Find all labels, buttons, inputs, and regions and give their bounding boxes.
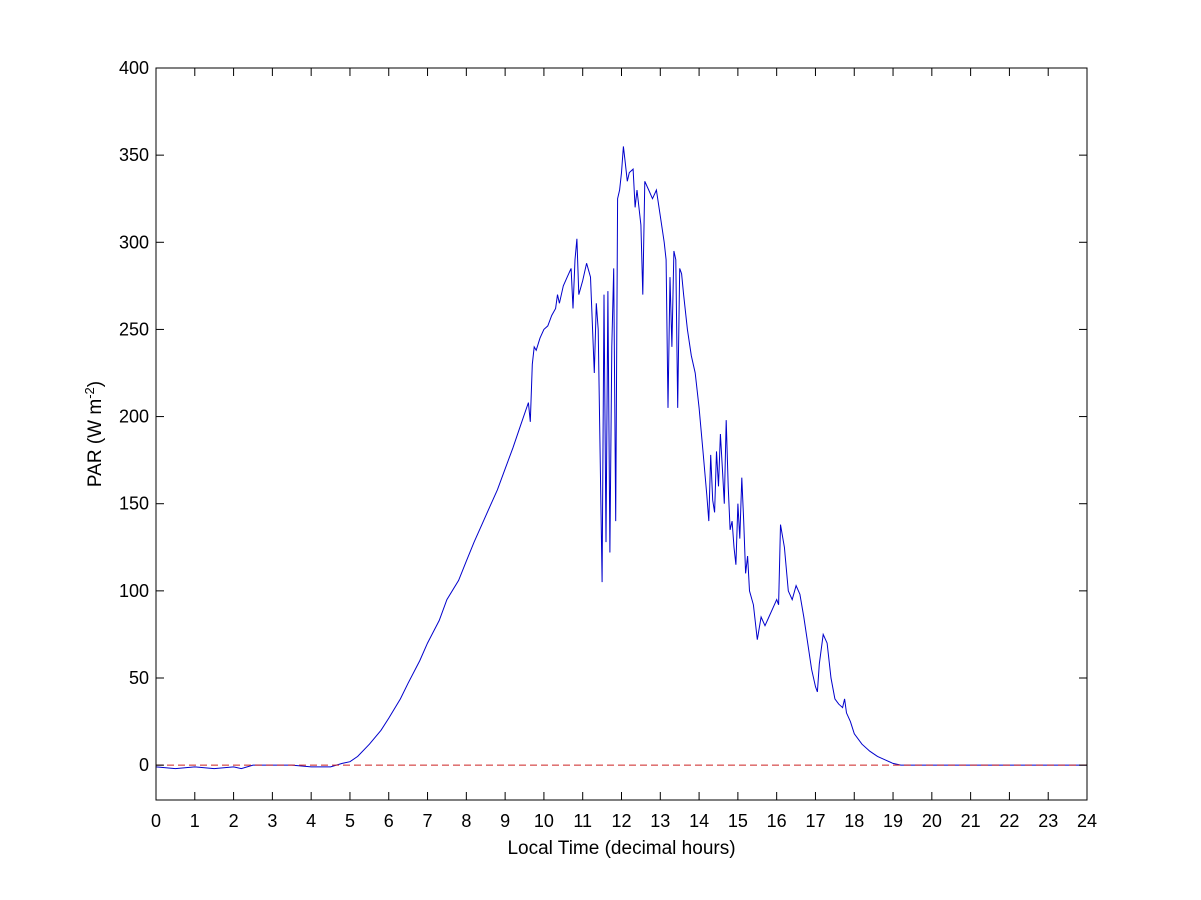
y-axis-ticks: 0 50 100 150 200 250 300 350 400 bbox=[119, 58, 1087, 775]
x-tick-label: 2 bbox=[229, 811, 239, 831]
x-tick-label: 19 bbox=[883, 811, 903, 831]
x-tick-label: 4 bbox=[306, 811, 316, 831]
x-tick-label: 17 bbox=[805, 811, 825, 831]
y-axis-title-suffix: ) bbox=[85, 381, 106, 387]
series-layer bbox=[155, 146, 1087, 770]
x-tick-label: 12 bbox=[611, 811, 631, 831]
y-axis-title: PAR (W m-2) bbox=[82, 381, 107, 487]
y-tick-label: 50 bbox=[129, 668, 149, 688]
y-tick-label: 0 bbox=[139, 755, 149, 775]
x-tick-label: 15 bbox=[728, 811, 748, 831]
x-axis-ticks: 0 1 2 3 4 5 6 7 8 9 10 11 12 13 14 15 16 17 18 19 20 21 22 23 24 bbox=[151, 68, 1097, 831]
x-tick-label: 5 bbox=[345, 811, 355, 831]
x-tick-label: 11 bbox=[573, 811, 592, 831]
y-tick-label: 250 bbox=[119, 319, 149, 339]
y-axis-title-prefix: PAR (W m bbox=[85, 399, 106, 487]
x-tick-label: 10 bbox=[534, 811, 554, 831]
x-tick-label: 8 bbox=[461, 811, 471, 831]
x-tick-label: 0 bbox=[151, 811, 161, 831]
y-axis-title-superscript: -2 bbox=[82, 387, 97, 399]
x-tick-label: 9 bbox=[500, 811, 510, 831]
series-line-1 bbox=[155, 146, 1087, 770]
x-tick-label: 16 bbox=[767, 811, 787, 831]
y-tick-label: 200 bbox=[119, 407, 149, 427]
x-tick-label: 13 bbox=[650, 811, 670, 831]
x-tick-label: 14 bbox=[689, 811, 709, 831]
x-tick-label: 21 bbox=[961, 811, 981, 831]
x-tick-label: 22 bbox=[999, 811, 1019, 831]
x-tick-label: 7 bbox=[423, 811, 433, 831]
x-axis-title: Local Time (decimal hours) bbox=[507, 838, 735, 859]
x-tick-label: 6 bbox=[384, 811, 394, 831]
y-tick-label: 150 bbox=[119, 494, 149, 514]
plot-area-frame bbox=[155, 67, 1088, 801]
x-tick-label: 3 bbox=[267, 811, 277, 831]
x-tick-label: 23 bbox=[1038, 811, 1058, 831]
y-tick-label: 100 bbox=[119, 581, 149, 601]
x-tick-label: 20 bbox=[922, 811, 942, 831]
y-tick-label: 300 bbox=[119, 232, 149, 252]
x-tick-label: 1 bbox=[190, 811, 200, 831]
y-tick-label: 350 bbox=[119, 145, 149, 165]
x-tick-label: 24 bbox=[1077, 811, 1097, 831]
x-tick-label: 18 bbox=[844, 811, 864, 831]
y-tick-label: 400 bbox=[119, 58, 149, 78]
